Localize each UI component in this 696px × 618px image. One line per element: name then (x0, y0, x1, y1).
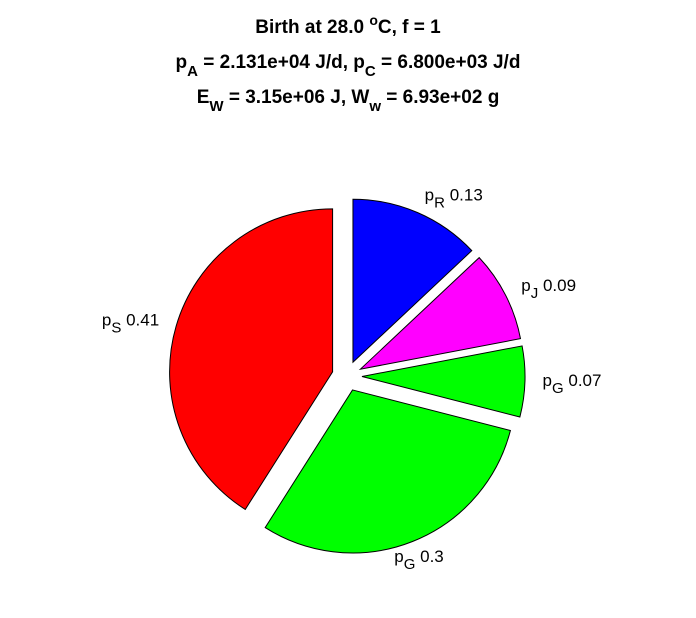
chart-title: EW​ = 3.15e+06 J, Ww​ = 6.93e+02 g (197, 87, 500, 115)
title-text: C, f = 1 (378, 17, 441, 38)
label-name: p (543, 372, 552, 391)
label-name: p (521, 277, 530, 296)
value-label: 0.41 (126, 311, 159, 330)
title-subscript: C (365, 63, 376, 80)
value-label: 0.09 (543, 277, 576, 296)
title-text: Birth at 28.0 (255, 17, 369, 38)
value-label: 0.3 (420, 547, 444, 566)
title-text: = 6.93e+02 g (381, 87, 499, 108)
slice-label: pJ 0.09 (521, 277, 576, 302)
value-label: 0.07 (568, 372, 601, 391)
pie-slice (358, 256, 522, 371)
title-text: = 2.131e+04 J/d, p (198, 52, 365, 73)
value-label: 0.13 (450, 186, 483, 205)
title-subscript: A (187, 63, 198, 80)
pie-slice (352, 198, 473, 364)
label-subscript: G (404, 556, 416, 573)
pie-slice (264, 389, 512, 554)
chart-title: Birth at 28.0 o​C, f = 1 (255, 12, 441, 38)
title-text: E (197, 87, 210, 108)
title-text: = 6.800e+03 J/d (376, 52, 521, 73)
title-subscript: W (209, 98, 224, 115)
pie-slice (169, 208, 334, 511)
label-name: p (425, 186, 434, 205)
label-subscript: J (531, 285, 539, 302)
chart-title: pA​ = 2.131e+04 J/d, pC​ = 6.800e+03 J/d (176, 52, 521, 80)
slice-label: pG 0.3 (394, 547, 444, 572)
pie-slice (361, 345, 526, 418)
slice-label: pG 0.07 (543, 372, 602, 397)
title-superscript: o (369, 12, 378, 28)
title-text: = 3.15e+06 J, W (224, 87, 370, 108)
label-name: p (102, 311, 111, 330)
label-subscript: R (434, 194, 445, 211)
title-text: p (176, 52, 188, 73)
title-subscript: w (368, 98, 381, 115)
label-subscript: G (552, 380, 564, 397)
label-subscript: S (111, 319, 121, 336)
slice-label: pR 0.13 (425, 186, 483, 211)
label-name: p (394, 547, 403, 566)
slice-label: pS 0.41 (102, 311, 159, 336)
